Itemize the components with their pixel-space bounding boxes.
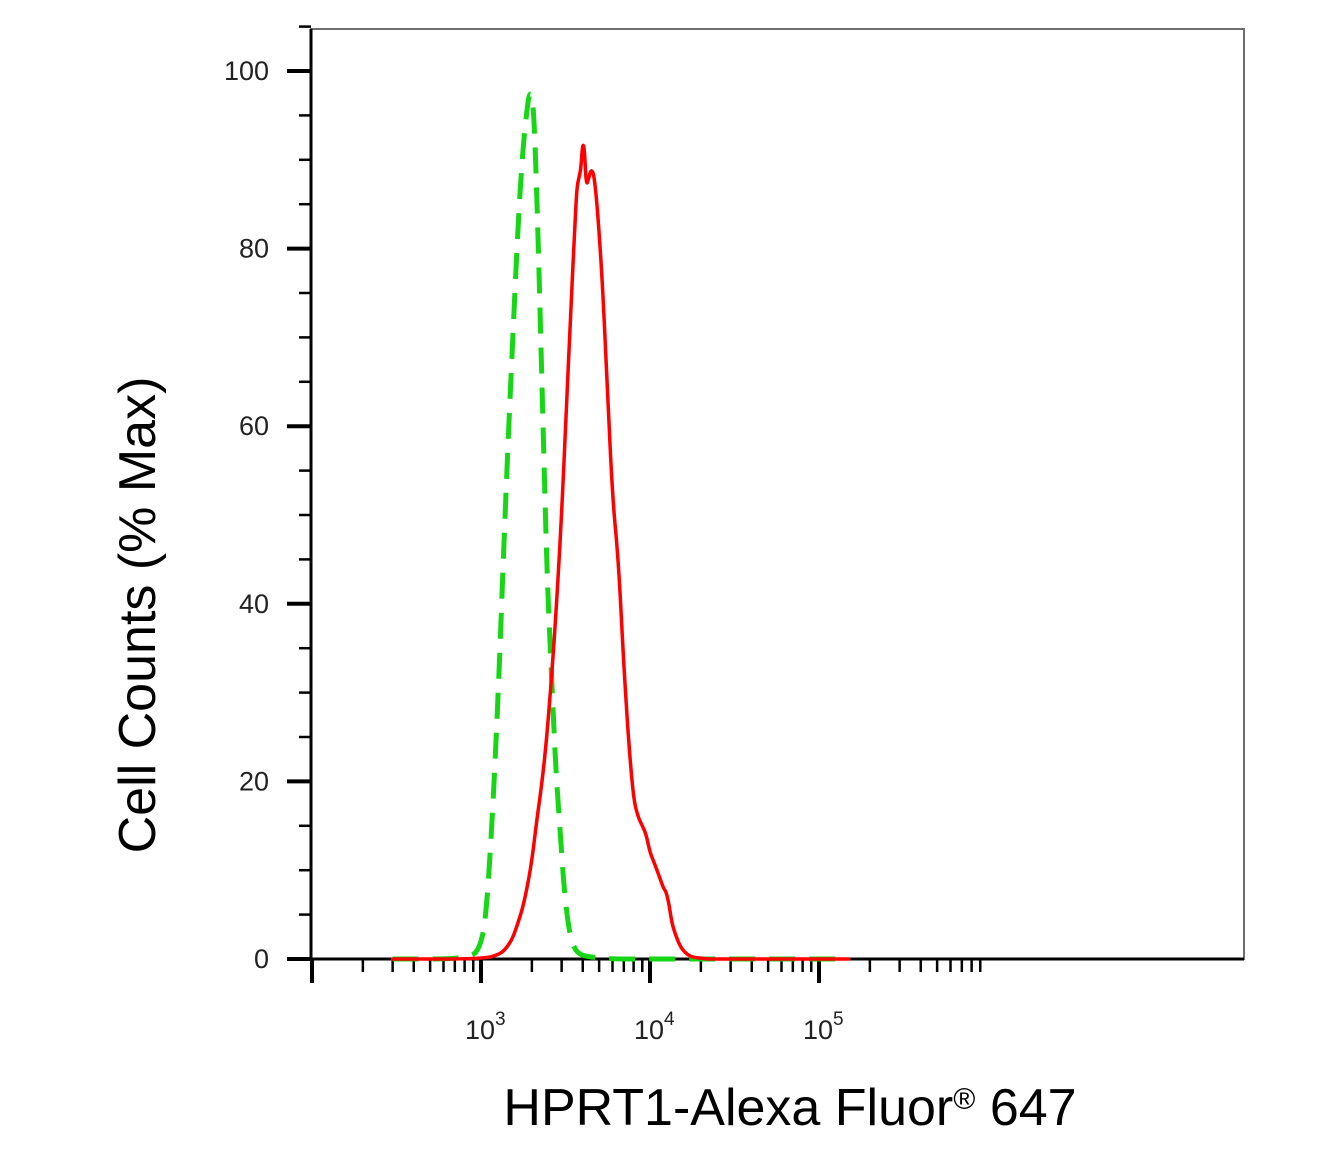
- x-axis-ticks: [310, 959, 982, 983]
- x-tick-label-base: 10: [803, 1015, 833, 1045]
- y-axis-ticks: [287, 25, 311, 961]
- x-tick-label: 105: [803, 1009, 844, 1045]
- y-axis-title: Cell Counts (% Max): [109, 377, 167, 854]
- x-axis-title-main: HPRT1-Alexa Fluor: [503, 1079, 953, 1137]
- x-axis-title-registered-mark: ®: [953, 1083, 975, 1116]
- y-tick-label: 80: [239, 234, 269, 264]
- x-tick-label: 103: [465, 1009, 506, 1045]
- x-tick-label-exponent: 4: [664, 1009, 675, 1030]
- y-tick-label: 20: [239, 766, 269, 796]
- x-axis-title-suffix: 647: [975, 1079, 1076, 1137]
- y-tick-label: 40: [239, 589, 269, 619]
- plot-frame: [310, 28, 1245, 960]
- x-tick-label-base: 10: [634, 1015, 664, 1045]
- x-tick-label: 104: [634, 1009, 675, 1045]
- y-tick-label: 60: [239, 411, 269, 441]
- histogram-series: [390, 91, 851, 962]
- hprt1-stained-line: [390, 143, 851, 961]
- x-tick-label-base: 10: [465, 1015, 495, 1045]
- x-axis-tick-labels: 103 104 105: [465, 1009, 844, 1045]
- y-tick-label: 100: [224, 56, 269, 86]
- x-axis-title: HPRT1-Alexa Fluor® 647: [503, 1079, 1076, 1137]
- x-tick-label-exponent: 3: [495, 1009, 506, 1030]
- isotype-control-line: [392, 91, 849, 962]
- y-tick-label: 0: [254, 944, 269, 974]
- x-tick-label-exponent: 5: [833, 1009, 844, 1030]
- y-axis-tick-labels: 0 20 40 60 80 100: [224, 56, 269, 974]
